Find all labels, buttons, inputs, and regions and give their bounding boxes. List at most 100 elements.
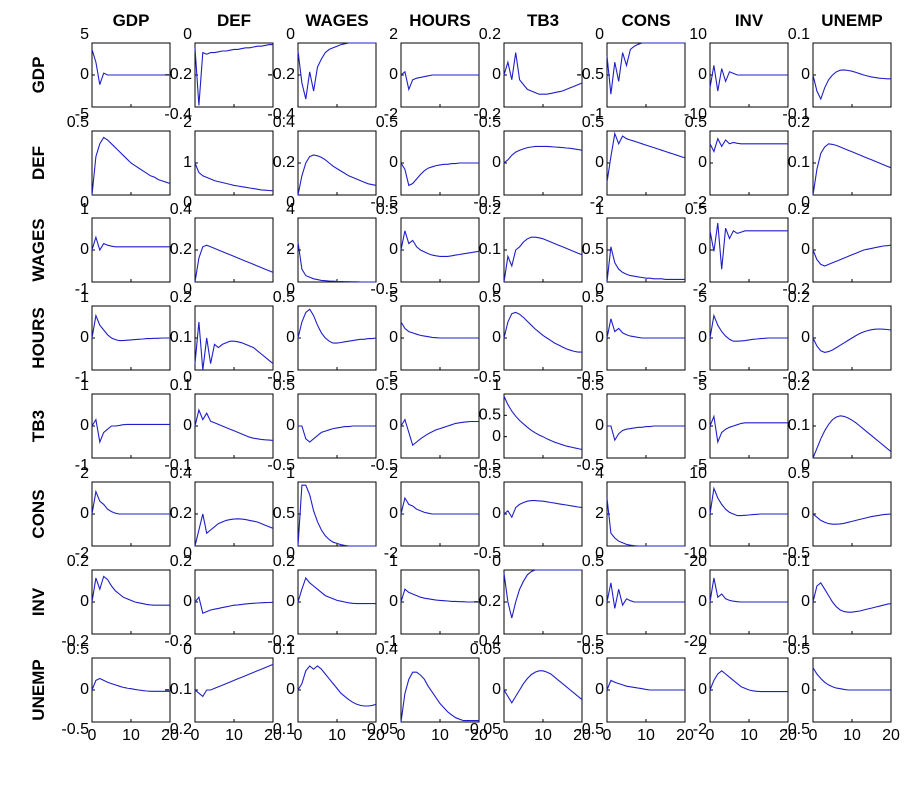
x-tick-label: 10	[225, 727, 243, 744]
irf-line	[709, 137, 788, 153]
x-tick-label: 20	[573, 727, 591, 744]
panel-gdp-gdp: 5 0 -5	[75, 26, 171, 123]
y-tick-label: 2	[183, 114, 192, 131]
irf-line	[91, 575, 170, 606]
irf-line	[194, 162, 274, 192]
panel-cons-tb3: 0.5 0 -0.5	[473, 465, 583, 562]
irf-line	[297, 42, 376, 100]
panel-frame	[812, 481, 892, 547]
panel-inv-tb3: 0 -0.2 -0.4	[473, 553, 583, 650]
panel-inv-hours: 1 0 -1	[384, 553, 480, 650]
irf-line	[607, 425, 685, 442]
y-tick-label: 0	[698, 329, 707, 346]
column-title-tb3: TB3	[527, 11, 559, 30]
irf-line	[812, 667, 891, 691]
y-tick-label: -0.2	[267, 66, 295, 83]
panel-frame	[503, 481, 583, 547]
y-tick-label: 0.5	[67, 114, 89, 131]
panel-frame	[503, 393, 583, 459]
panel-frame	[400, 657, 480, 723]
y-tick-label: -0.2	[164, 633, 192, 650]
irf-line	[606, 318, 685, 339]
y-tick-label: 0.1	[170, 329, 192, 346]
irf-line	[606, 131, 686, 183]
panel-cons-unemp: 0.5 0 -0.5	[782, 465, 892, 562]
y-tick-label: -0.5	[576, 633, 604, 650]
irf-line	[812, 143, 892, 196]
panel-unemp-gdp: 0.5 0 -0.5	[61, 641, 171, 738]
panel-wages-gdp: 1 0 -1	[75, 201, 171, 298]
irf-line	[400, 671, 479, 723]
panel-frame	[91, 130, 171, 196]
y-tick-label: 0	[183, 593, 192, 610]
panel-frame	[400, 393, 480, 459]
y-tick-label: 0.2	[479, 26, 501, 43]
panel-hours-gdp: 1 0 -1	[75, 289, 171, 386]
x-tick-label: 10	[740, 727, 758, 744]
y-tick-label: 0	[389, 505, 398, 522]
y-tick-label: 0	[183, 281, 192, 298]
y-tick-label: 5	[389, 289, 398, 306]
y-tick-label: -0.5	[576, 721, 604, 738]
panel-frame	[194, 130, 274, 196]
y-tick-label: 0.1	[273, 641, 295, 658]
irf-line	[297, 665, 377, 707]
x-tick-label: 20	[470, 727, 488, 744]
y-tick-label: 0	[492, 281, 501, 298]
panel-frame	[606, 42, 686, 108]
x-tick-label: 10	[843, 727, 861, 744]
y-tick-label: -0.05	[465, 721, 502, 738]
y-tick-label: -0.1	[782, 633, 810, 650]
irf-line	[400, 162, 479, 187]
irf-line	[194, 663, 274, 698]
panel-tb3-inv: 5 0 -5	[693, 377, 789, 474]
y-tick-label: 0	[595, 681, 604, 698]
irf-line	[298, 425, 376, 443]
panel-frame	[194, 217, 274, 283]
irf-line	[503, 145, 583, 164]
panel-gdp-inv: 10 0 -10	[684, 26, 789, 123]
panel-frame	[194, 481, 274, 547]
irf-line	[194, 595, 274, 614]
y-tick-label: -0.4	[267, 106, 295, 123]
irf-line	[400, 70, 479, 92]
y-tick-label: 1	[595, 201, 604, 218]
x-tick-label: 0	[397, 727, 406, 744]
x-tick-label: 20	[161, 727, 179, 744]
y-tick-label: 0	[492, 154, 501, 171]
irf-line	[194, 244, 274, 283]
y-tick-label: 0.2	[170, 241, 192, 258]
y-tick-label: 4	[286, 201, 295, 218]
y-tick-label: -0.1	[164, 457, 192, 474]
irf-line	[709, 65, 788, 92]
column-title-def: DEF	[217, 11, 251, 30]
y-tick-label: -2	[590, 194, 604, 211]
irf-line	[812, 328, 892, 353]
y-tick-label: -0.05	[362, 721, 399, 738]
x-tick-label: 0	[500, 727, 509, 744]
y-tick-label: 0	[183, 641, 192, 658]
row-title-wages: WAGES	[29, 218, 48, 281]
panel-gdp-tb3: 0.2 0 -0.2	[473, 26, 583, 123]
y-tick-label: -2	[693, 281, 707, 298]
panel-unemp-tb3: 0.05 0 -0.05	[465, 641, 583, 738]
y-tick-label: -0.5	[576, 369, 604, 386]
panel-frame	[91, 569, 171, 635]
y-tick-label: 0.5	[685, 201, 707, 218]
y-tick-label: 0	[80, 593, 89, 610]
y-tick-label: 0.5	[582, 641, 604, 658]
panel-cons-wages: 10.50	[273, 465, 377, 562]
panel-frame	[606, 217, 686, 283]
y-tick-label: 0	[801, 194, 810, 211]
panel-unemp-wages: 0.1 0 -0.1	[267, 641, 377, 738]
y-tick-label: 0	[389, 593, 398, 610]
panel-tb3-gdp: 1 0 -1	[75, 377, 171, 474]
panel-wages-tb3: 0.2 0.1 0	[479, 201, 583, 298]
y-tick-label: 0.4	[170, 465, 192, 482]
y-tick-label: -1	[384, 633, 398, 650]
y-tick-label: 0	[183, 545, 192, 562]
irf-line	[503, 311, 582, 353]
panel-def-tb3: 0.5 0 -0.5	[473, 114, 583, 211]
y-tick-label: 2	[595, 505, 604, 522]
y-tick-label: 0	[286, 194, 295, 211]
